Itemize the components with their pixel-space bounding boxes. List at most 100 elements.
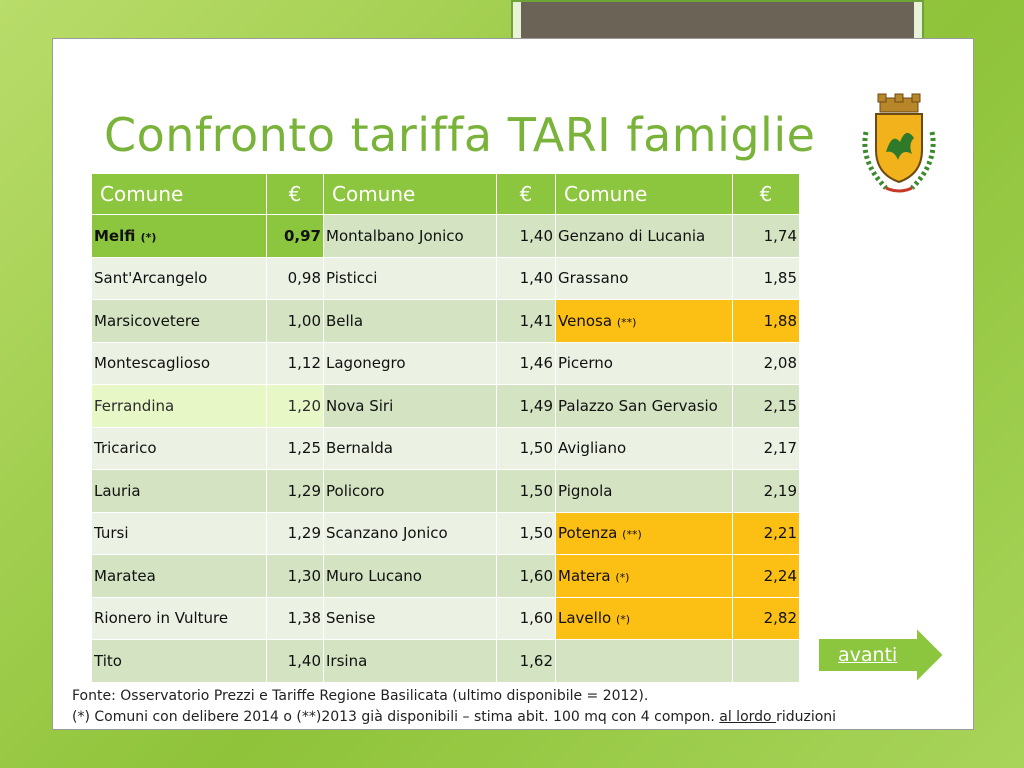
cell-value: 0,97 [283,226,321,245]
cell-value: Tito [94,651,122,670]
slide-title: Confronto tariffa TARI famiglie [104,108,816,162]
comune-3-cell: Avigliano [555,426,733,470]
comune-2-cell: Scanzano Jonico [323,511,497,555]
cell-value: 1,49 [519,396,553,415]
comune-2-cell: Irsina [323,639,497,682]
table-row: Tursi 1,29 Scanzano Jonico 1,50 Potenza (**… [92,511,800,555]
cell-value: Picerno [558,354,613,373]
footnote-text-b: riduzioni [776,709,837,725]
comune-2-cell: Bernalda [323,426,497,470]
comune-1-cell: Marsicovetere [92,299,267,342]
cell-value: Tricarico [94,439,157,458]
cell-value: Lauria [94,481,141,500]
cell-value: 1,85 [763,269,797,288]
cell-value: 2,08 [763,354,797,373]
table-row: Sant'Arcangelo 0,98 Pisticci 1,40 Grassano … [92,256,800,300]
tariff-3-cell: 1,88 [732,299,800,342]
cell-value: Matera [558,566,611,585]
source-footnote: Fonte: Osservatorio Prezzi e Tariffe Reg… [72,686,836,728]
cell-value: 1,46 [519,354,553,373]
header-comune-3: Comune [555,174,733,215]
tariff-2-cell: 1,50 [496,426,556,470]
tariff-2-cell: 1,60 [496,554,556,597]
cell-value: 1,20 [287,396,321,415]
tariff-3-cell: 2,82 [732,596,800,640]
cell-value: Maratea [94,566,156,585]
comune-3-cell: Picerno [555,341,733,385]
cell-value: 1,40 [519,269,553,288]
arrow-right-icon [817,626,946,684]
cell-value: 1,29 [287,524,321,543]
comune-1-cell: Ferrandina [92,384,267,427]
cell-value: Nova Siri [326,396,394,415]
tariff-1-cell: 1,00 [266,299,324,342]
tariff-1-cell: 1,38 [266,596,324,640]
next-button[interactable]: avanti [816,626,946,684]
table-row: Maratea 1,30 Muro Lucano 1,60 Matera (*) 2,2… [92,554,800,597]
cell-note: (*) [615,613,631,627]
comune-3-cell: Palazzo San Gervasio [555,384,733,427]
cell-value: 2,19 [763,481,797,500]
tariff-3-cell: 2,17 [732,426,800,470]
cell-value: Irsina [326,651,368,670]
table-row: Montescaglioso 1,12 Lagonegro 1,46 Picerno … [92,341,800,385]
tariff-table: Comune € Comune € Comune € Melfi (*) 0,97… [92,174,800,682]
comune-3-cell: Potenza (**) [555,511,733,555]
footnote-underlined: al lordo [719,709,777,725]
cell-note: (*) [615,570,630,584]
tariff-1-cell: 1,20 [266,384,324,427]
cell-value: Grassano [558,269,629,288]
cell-value: Montescaglioso [94,354,211,373]
table-row: Tricarico 1,25 Bernalda 1,50 Avigliano 2,17 [92,426,800,470]
cell-note: (**) [622,528,642,542]
cell-value: Genzano di Lucania [558,226,706,245]
comune-1-cell: Rionero in Vulture [92,596,267,640]
tariff-2-cell: 1,49 [496,384,556,427]
comune-1-cell: Melfi (*) [92,214,267,257]
cell-value: 1,40 [519,226,553,245]
cell-value: Pignola [558,481,613,500]
comune-2-cell: Pisticci [323,256,497,300]
footnote-line-1: Fonte: Osservatorio Prezzi e Tariffe Reg… [72,688,649,704]
cell-value: Montalbano Jonico [326,226,464,245]
tariff-2-cell: 1,46 [496,341,556,385]
cell-value: 1,74 [763,226,797,245]
cell-note: (*) [140,230,157,244]
cell-value: Muro Lucano [326,566,422,585]
cell-value: 1,62 [519,651,553,670]
tariff-2-cell: 1,60 [496,596,556,640]
tariff-1-cell: 1,29 [266,469,324,512]
comune-2-cell: Bella [323,299,497,342]
cell-value: 1,29 [287,481,321,500]
comune-3-cell [555,639,733,682]
tariff-3-cell: 2,15 [732,384,800,427]
comune-3-cell: Lavello (*) [555,596,733,640]
tariff-1-cell: 1,12 [266,341,324,385]
cell-value: Bernalda [326,439,394,458]
tariff-1-cell: 1,30 [266,554,324,597]
cell-value: Pisticci [326,269,378,288]
cell-value: 1,60 [519,566,553,585]
tariff-2-cell: 1,50 [496,469,556,512]
cell-value: Marsicovetere [94,311,200,330]
tariff-3-cell: 2,21 [732,511,800,555]
cell-value: Tursi [94,524,129,543]
cell-value: 1,00 [287,311,321,330]
tariff-1-cell: 0,97 [266,214,324,257]
cell-value: 1,38 [287,609,321,628]
cell-value: 1,50 [519,481,553,500]
cell-value: Potenza [558,524,618,543]
table-row: Tito 1,40 Irsina 1,62 [92,639,800,682]
table-row: Melfi (*) 0,97 Montalbano Jonico 1,40 Genzan… [92,214,800,257]
tariff-3-cell: 2,24 [732,554,800,597]
cell-value: 2,17 [763,439,797,458]
comune-1-cell: Tursi [92,511,267,555]
cell-value: 1,25 [287,439,321,458]
next-button-label[interactable]: avanti [838,644,898,666]
comune-2-cell: Senise [323,596,497,640]
cell-value: Lavello [558,609,612,628]
comune-2-cell: Montalbano Jonico [323,214,497,257]
cell-value: 1,50 [519,439,553,458]
comune-3-cell: Grassano [555,256,733,300]
comune-2-cell: Policoro [323,469,497,512]
